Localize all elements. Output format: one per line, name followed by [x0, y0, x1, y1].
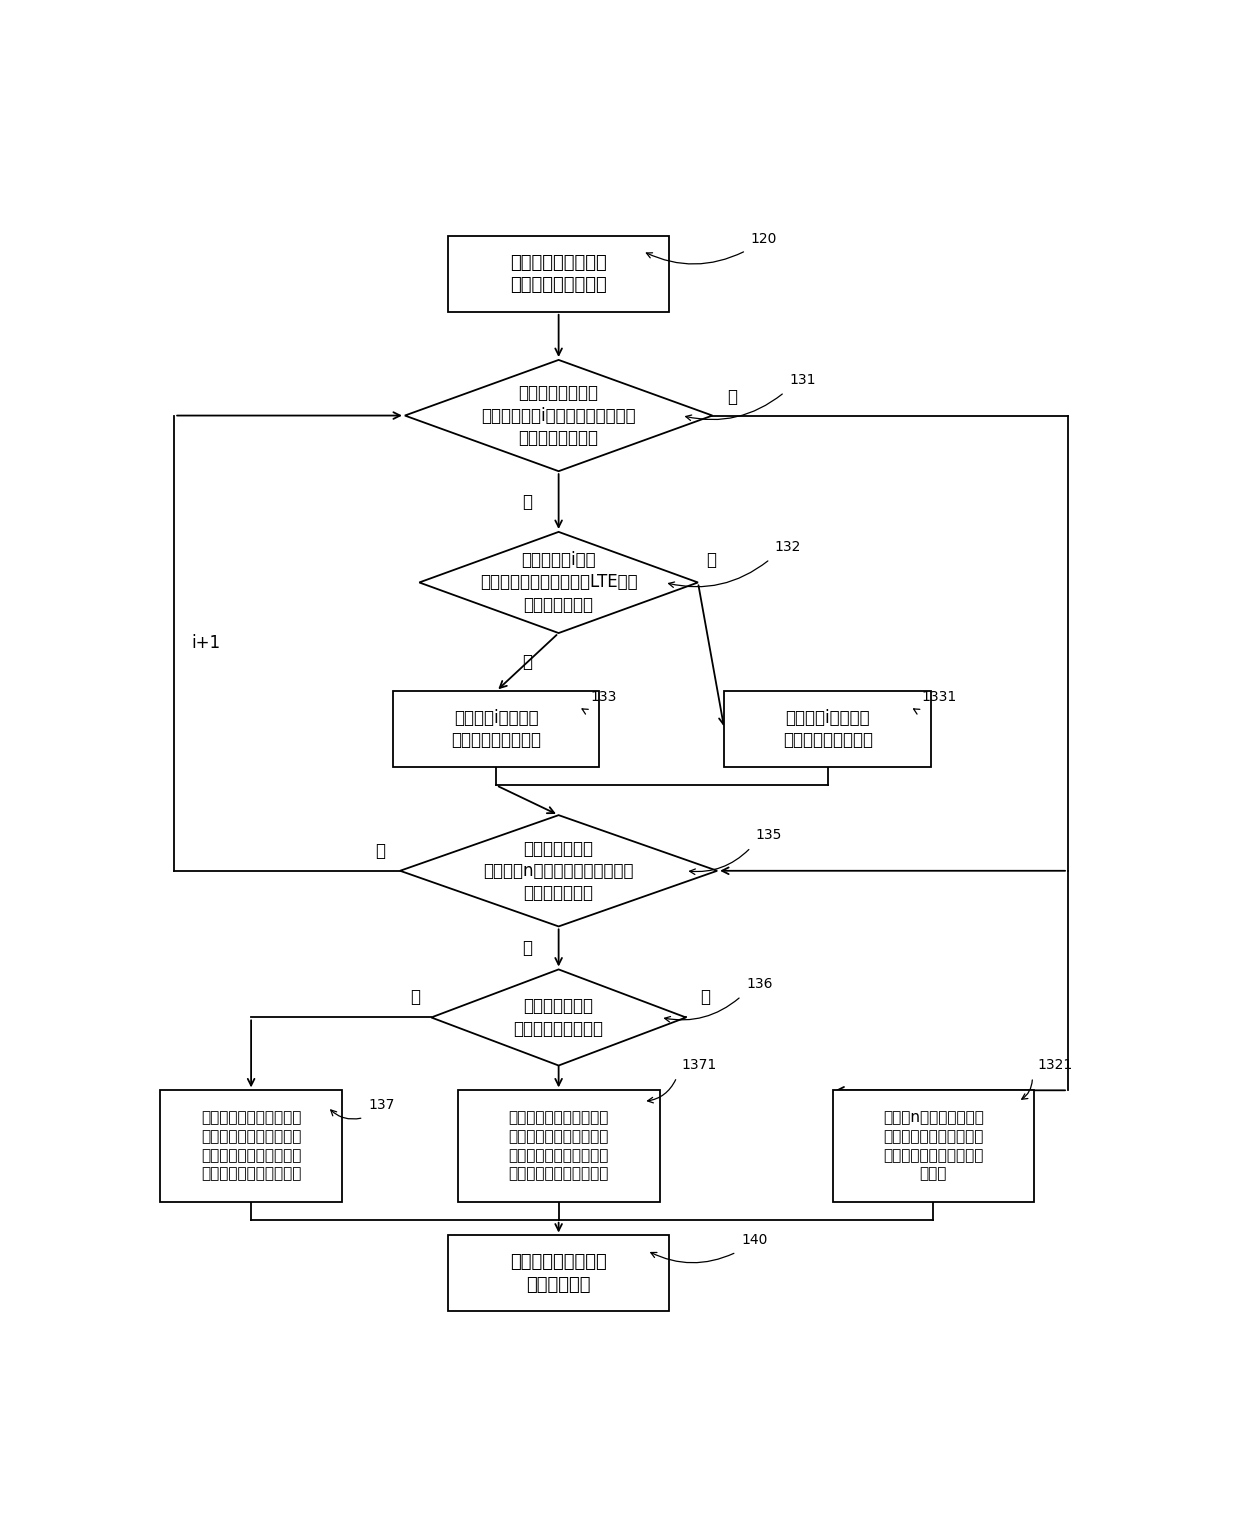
Text: 131: 131: [789, 373, 816, 387]
FancyBboxPatch shape: [458, 1090, 660, 1201]
Text: 判断所述重定向小
区列表内的第i个小区的信号强度是
否大于预设的阈值: 判断所述重定向小 区列表内的第i个小区的信号强度是 否大于预设的阈值: [481, 384, 636, 447]
FancyBboxPatch shape: [832, 1090, 1034, 1201]
FancyBboxPatch shape: [448, 1236, 670, 1311]
Text: 是: 是: [522, 654, 532, 671]
Text: 135: 135: [755, 829, 782, 843]
Text: 否: 否: [409, 988, 420, 1006]
Text: 重定向至所述最匹配
的重定向小区: 重定向至所述最匹配 的重定向小区: [510, 1253, 608, 1294]
Text: 是: 是: [701, 988, 711, 1006]
Polygon shape: [401, 815, 717, 927]
Text: 判断所述第一待
选小区列表是否为空: 判断所述第一待 选小区列表是否为空: [513, 997, 604, 1038]
Text: 根据所述指示信息解
读出重定向小区列表: 根据所述指示信息解 读出重定向小区列表: [510, 255, 608, 294]
Text: 140: 140: [742, 1233, 768, 1247]
Text: 判断所述第i个小
区的位置区码是否与所述LTE小区
的位置区码相同: 判断所述第i个小 区的位置区码是否与所述LTE小区 的位置区码相同: [480, 552, 637, 614]
Text: 否: 否: [727, 389, 737, 407]
Text: 是: 是: [522, 939, 532, 957]
Polygon shape: [419, 532, 698, 632]
Text: 对所述n个小区按照信号
强度进行排序，并选择信
号强度最强的小区为重定
向小区: 对所述n个小区按照信号 强度进行排序，并选择信 号强度最强的小区为重定 向小区: [883, 1111, 983, 1181]
FancyBboxPatch shape: [160, 1090, 342, 1201]
Polygon shape: [432, 969, 686, 1065]
Text: 对所述第一待选小区列表
内的小区按照信号强度进
行排序，并选择信号强度
最强的小区为重定向小区: 对所述第一待选小区列表 内的小区按照信号强度进 行排序，并选择信号强度 最强的小…: [201, 1111, 301, 1181]
Text: 将所述第i个小区写
入第二待选小区列表: 将所述第i个小区写 入第二待选小区列表: [782, 709, 873, 750]
Text: i+1: i+1: [191, 634, 221, 652]
Text: 判断重定向小区
列表内的n个小区是否都进行过与
所述阈值的比较: 判断重定向小区 列表内的n个小区是否都进行过与 所述阈值的比较: [484, 840, 634, 902]
FancyBboxPatch shape: [448, 236, 670, 312]
Text: 137: 137: [368, 1099, 394, 1113]
Polygon shape: [404, 360, 712, 471]
Text: 将所述第i个小区写
入第一待选小区列表: 将所述第i个小区写 入第一待选小区列表: [451, 709, 541, 750]
Text: 1331: 1331: [921, 690, 957, 704]
Text: 133: 133: [590, 690, 616, 704]
Text: 否: 否: [706, 552, 717, 570]
Text: 否: 否: [376, 841, 386, 860]
FancyBboxPatch shape: [393, 692, 599, 767]
Text: 120: 120: [751, 232, 777, 245]
Text: 132: 132: [775, 539, 801, 555]
Text: 136: 136: [746, 977, 773, 991]
Text: 1371: 1371: [682, 1058, 717, 1071]
Text: 对所述第一待选小区列表
内的小区按照信号强度进
行排序，并选择信号强度
最强的小区为重定向小区: 对所述第一待选小区列表 内的小区按照信号强度进 行排序，并选择信号强度 最强的小…: [508, 1111, 609, 1181]
Text: 1321: 1321: [1037, 1058, 1073, 1071]
Text: 是: 是: [522, 492, 532, 511]
FancyBboxPatch shape: [724, 692, 931, 767]
